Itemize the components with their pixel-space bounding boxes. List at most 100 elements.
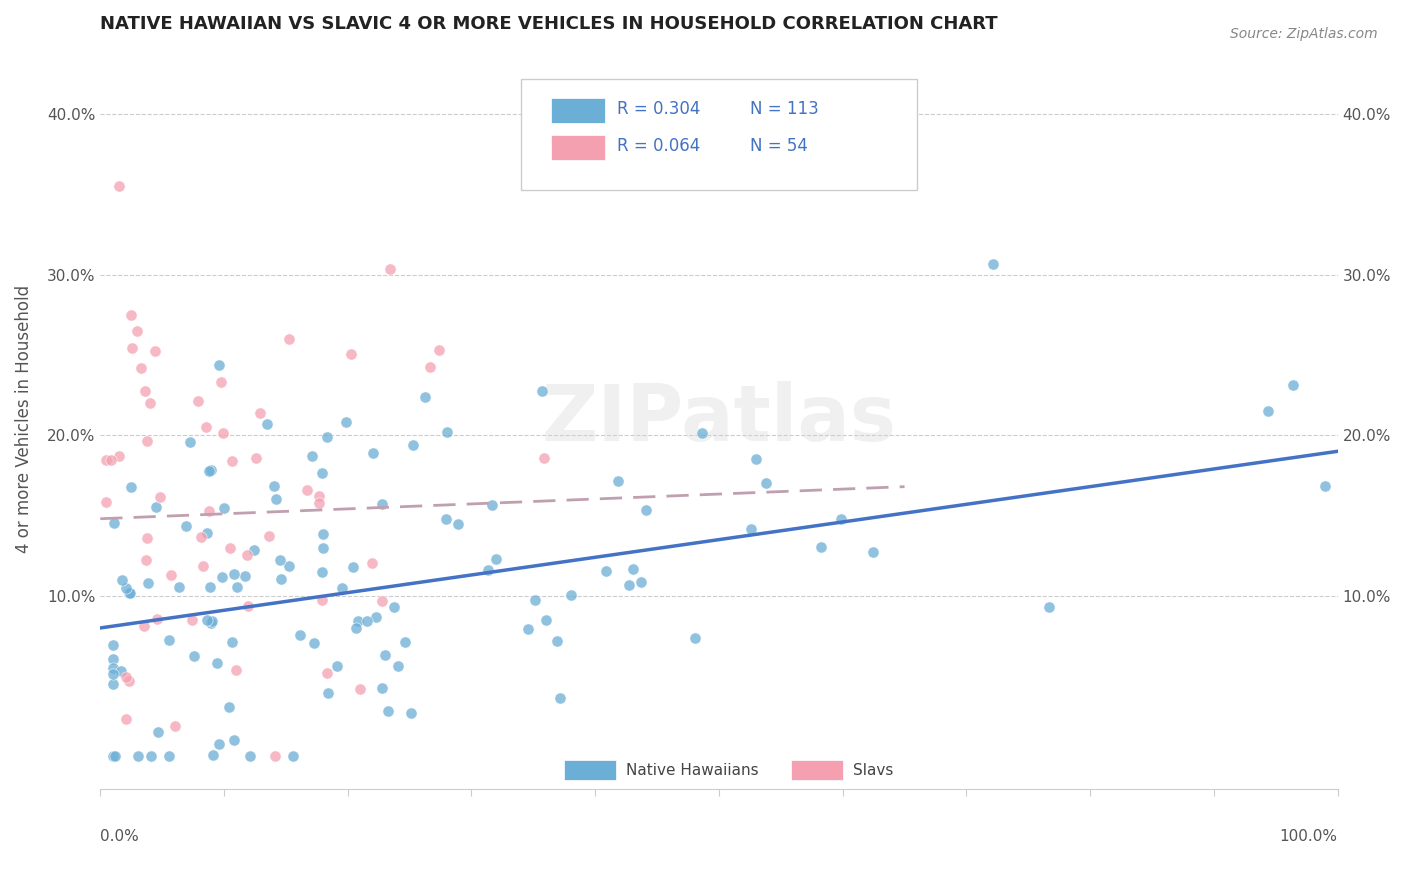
Native Hawaiians bbox=[104, 749, 127, 764]
Native Hawaiians bbox=[136, 576, 159, 591]
Slavs bbox=[197, 504, 219, 518]
Native Hawaiians bbox=[312, 526, 335, 541]
Native Hawaiians bbox=[330, 581, 353, 595]
Native Hawaiians bbox=[208, 737, 231, 751]
Native Hawaiians bbox=[548, 690, 571, 705]
Native Hawaiians bbox=[146, 725, 169, 739]
Native Hawaiians bbox=[531, 384, 554, 398]
Text: R = 0.064: R = 0.064 bbox=[617, 136, 700, 155]
Native Hawaiians bbox=[201, 748, 224, 763]
Native Hawaiians bbox=[546, 634, 568, 648]
Native Hawaiians bbox=[370, 681, 392, 696]
Slavs bbox=[139, 396, 162, 410]
Slavs bbox=[427, 343, 450, 357]
Bar bbox=[790, 761, 842, 780]
Native Hawaiians bbox=[312, 541, 335, 556]
Native Hawaiians bbox=[862, 545, 884, 559]
Native Hawaiians bbox=[387, 659, 409, 673]
Slavs bbox=[121, 341, 143, 355]
Slavs bbox=[114, 712, 136, 726]
Slavs bbox=[311, 593, 333, 607]
Native Hawaiians bbox=[233, 569, 256, 583]
Native Hawaiians bbox=[342, 559, 364, 574]
Native Hawaiians bbox=[101, 638, 124, 652]
Native Hawaiians bbox=[224, 567, 246, 582]
Native Hawaiians bbox=[101, 667, 124, 681]
Native Hawaiians bbox=[607, 474, 630, 488]
Slavs bbox=[533, 450, 555, 465]
Slavs bbox=[211, 426, 233, 441]
Native Hawaiians bbox=[118, 585, 141, 599]
Native Hawaiians bbox=[335, 415, 357, 429]
Native Hawaiians bbox=[239, 749, 262, 764]
Native Hawaiians bbox=[201, 614, 224, 628]
Native Hawaiians bbox=[139, 748, 162, 763]
Native Hawaiians bbox=[346, 621, 368, 635]
Native Hawaiians bbox=[630, 574, 652, 589]
Native Hawaiians bbox=[621, 562, 644, 576]
Slavs bbox=[120, 308, 142, 322]
Slavs bbox=[160, 568, 183, 582]
Native Hawaiians bbox=[394, 635, 416, 649]
Slavs bbox=[190, 530, 212, 544]
Native Hawaiians bbox=[226, 580, 249, 594]
Native Hawaiians bbox=[301, 450, 323, 464]
Slavs bbox=[145, 343, 167, 358]
Native Hawaiians bbox=[377, 704, 399, 718]
Native Hawaiians bbox=[288, 628, 311, 642]
Slavs bbox=[132, 618, 155, 632]
Native Hawaiians bbox=[269, 553, 291, 567]
Native Hawaiians bbox=[266, 492, 288, 507]
Native Hawaiians bbox=[256, 417, 278, 431]
Slavs bbox=[316, 666, 339, 681]
Native Hawaiians bbox=[619, 578, 641, 592]
Native Hawaiians bbox=[810, 540, 832, 554]
Slavs bbox=[308, 489, 330, 503]
Slavs bbox=[371, 594, 394, 608]
Native Hawaiians bbox=[1257, 404, 1279, 418]
Native Hawaiians bbox=[270, 572, 292, 586]
Text: NATIVE HAWAIIAN VS SLAVIC 4 OR MORE VEHICLES IN HOUSEHOLD CORRELATION CHART: NATIVE HAWAIIAN VS SLAVIC 4 OR MORE VEHI… bbox=[100, 15, 998, 33]
Slavs bbox=[96, 495, 118, 509]
Native Hawaiians bbox=[745, 452, 768, 467]
Native Hawaiians bbox=[243, 542, 266, 557]
Slavs bbox=[148, 490, 170, 504]
Native Hawaiians bbox=[110, 664, 132, 678]
Native Hawaiians bbox=[197, 613, 219, 627]
Native Hawaiians bbox=[516, 622, 538, 636]
Text: N = 113: N = 113 bbox=[749, 100, 818, 118]
Slavs bbox=[96, 453, 118, 467]
Slavs bbox=[195, 420, 218, 434]
Native Hawaiians bbox=[101, 676, 124, 690]
Native Hawaiians bbox=[371, 497, 394, 511]
Slavs bbox=[187, 393, 209, 408]
Slavs bbox=[135, 553, 157, 567]
Slavs bbox=[181, 613, 204, 627]
Slavs bbox=[100, 453, 122, 467]
Slavs bbox=[129, 360, 152, 375]
Slavs bbox=[135, 434, 157, 448]
Native Hawaiians bbox=[373, 648, 395, 663]
Slavs bbox=[295, 483, 318, 497]
Native Hawaiians bbox=[115, 582, 138, 596]
Native Hawaiians bbox=[534, 613, 557, 627]
Native Hawaiians bbox=[111, 573, 134, 587]
Native Hawaiians bbox=[382, 599, 405, 614]
Native Hawaiians bbox=[983, 257, 1005, 271]
Slavs bbox=[225, 663, 247, 677]
Slavs bbox=[264, 749, 287, 764]
Slavs bbox=[238, 599, 260, 613]
Slavs bbox=[136, 532, 159, 546]
Native Hawaiians bbox=[208, 359, 231, 373]
Native Hawaiians bbox=[195, 525, 218, 540]
Native Hawaiians bbox=[211, 570, 233, 584]
Native Hawaiians bbox=[318, 686, 340, 700]
Native Hawaiians bbox=[200, 463, 222, 477]
Native Hawaiians bbox=[399, 706, 422, 720]
Slavs bbox=[163, 719, 186, 733]
Native Hawaiians bbox=[436, 512, 458, 526]
Native Hawaiians bbox=[207, 656, 229, 670]
Native Hawaiians bbox=[221, 635, 243, 649]
Slavs bbox=[118, 674, 141, 689]
Native Hawaiians bbox=[740, 522, 762, 536]
